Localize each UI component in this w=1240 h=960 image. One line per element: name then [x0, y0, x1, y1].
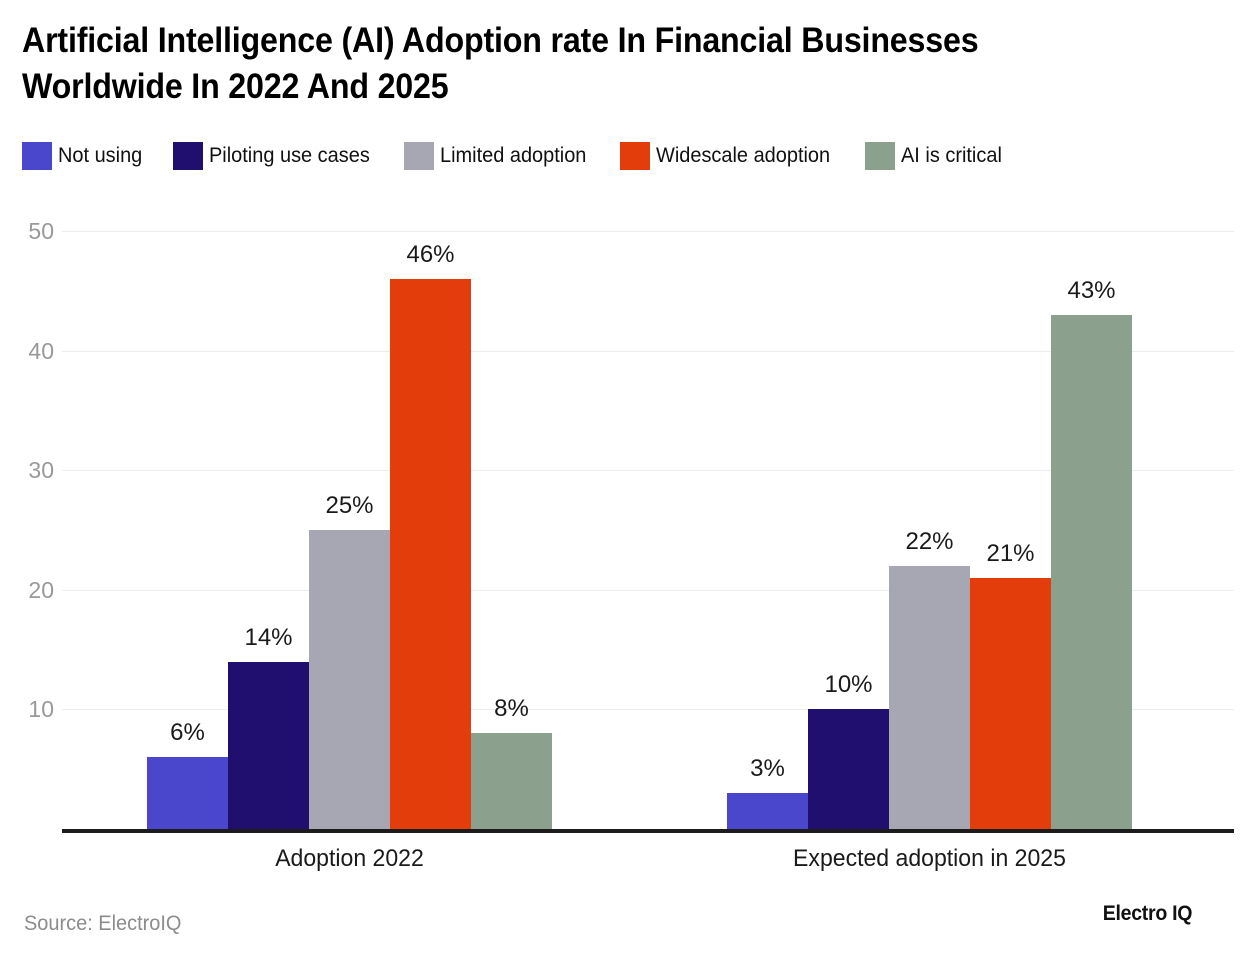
y-axis-tick-label: 30	[28, 457, 54, 484]
legend-label: AI is critical	[901, 144, 1003, 167]
bar-value-label: 14%	[244, 623, 293, 651]
bar[interactable]	[228, 661, 309, 829]
legend-label: Not using	[58, 144, 143, 167]
gridline	[62, 589, 1234, 591]
gridline	[62, 470, 1234, 472]
bar-value-label: 10%	[824, 671, 873, 699]
legend-item[interactable]: Limited adoption	[403, 142, 594, 170]
gridline	[62, 350, 1234, 352]
x-axis-line	[62, 829, 1234, 833]
bar[interactable]	[727, 793, 808, 829]
gridline	[62, 709, 1234, 711]
title-block: Artificial Intelligence (AI) Adoption ra…	[22, 18, 1082, 110]
bar[interactable]	[471, 733, 552, 829]
legend-label: Widescale adoption	[656, 144, 831, 167]
bar-value-label: 46%	[406, 240, 455, 268]
legend-item[interactable]: Widescale adoption	[620, 142, 839, 170]
y-axis-tick-label: 10	[28, 696, 54, 723]
bar-value-label: 8%	[494, 695, 529, 723]
bar[interactable]	[889, 565, 970, 829]
bar[interactable]	[1051, 314, 1132, 829]
legend-swatch-icon	[403, 142, 434, 170]
bar[interactable]	[808, 709, 889, 829]
bar-value-label: 3%	[750, 755, 785, 783]
legend-swatch-icon	[22, 142, 52, 170]
bar-value-label: 43%	[1067, 276, 1116, 304]
legend-label: Limited adoption	[439, 144, 587, 167]
legend-swatch-icon	[865, 142, 896, 170]
legend-item[interactable]: AI is critical	[865, 142, 1007, 170]
y-axis-tick-label: 40	[28, 337, 54, 364]
gridline	[62, 231, 1234, 232]
legend-item[interactable]: Piloting use cases	[172, 142, 378, 170]
page-title: Artificial Intelligence (AI) Adoption ra…	[22, 21, 979, 107]
source-note: Source: ElectroIQ	[24, 912, 182, 935]
y-axis-tick-label: 20	[28, 576, 54, 603]
x-axis-category-label: Expected adoption in 2025	[793, 845, 1066, 872]
bar[interactable]	[309, 530, 390, 829]
legend-swatch-icon	[172, 142, 203, 170]
chart-legend: Not using Piloting use cases Limited adopt…	[22, 142, 1034, 170]
bar-value-label: 6%	[170, 719, 205, 747]
x-axis-category-label: Adoption 2022	[275, 845, 424, 872]
legend-swatch-icon	[620, 142, 651, 170]
y-axis-tick-label: 50	[28, 218, 54, 244]
legend-label: Piloting use cases	[208, 144, 370, 167]
brand-logo: Electro IQ	[1102, 902, 1193, 925]
bar[interactable]	[390, 278, 471, 829]
legend-item[interactable]: Not using	[22, 142, 147, 170]
bar[interactable]	[970, 577, 1051, 829]
bar-value-label: 25%	[325, 492, 374, 519]
bar-value-label: 21%	[986, 539, 1035, 567]
bar-value-label: 22%	[905, 527, 954, 555]
bar[interactable]	[147, 757, 228, 829]
